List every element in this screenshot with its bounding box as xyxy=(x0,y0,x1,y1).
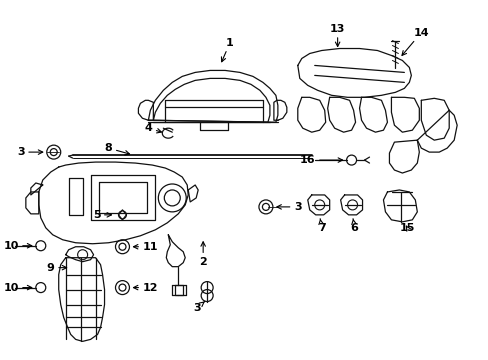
Text: 7: 7 xyxy=(317,219,325,233)
Text: 11: 11 xyxy=(133,242,158,252)
Text: 3: 3 xyxy=(193,301,204,312)
Text: 10: 10 xyxy=(3,241,32,251)
Text: 3: 3 xyxy=(17,147,42,157)
Text: 3: 3 xyxy=(276,202,301,212)
Text: 14: 14 xyxy=(401,28,428,55)
Text: 15: 15 xyxy=(399,223,414,233)
Text: 13: 13 xyxy=(329,24,345,46)
Text: 5: 5 xyxy=(93,210,111,220)
Text: 4: 4 xyxy=(144,123,161,133)
Text: 1: 1 xyxy=(221,37,233,62)
Text: 6: 6 xyxy=(350,219,358,233)
Text: 8: 8 xyxy=(104,143,129,155)
Text: 2: 2 xyxy=(199,242,206,267)
Text: 10: 10 xyxy=(3,283,32,293)
Text: 9: 9 xyxy=(47,263,66,273)
Text: 16: 16 xyxy=(299,155,342,165)
Text: 12: 12 xyxy=(133,283,158,293)
